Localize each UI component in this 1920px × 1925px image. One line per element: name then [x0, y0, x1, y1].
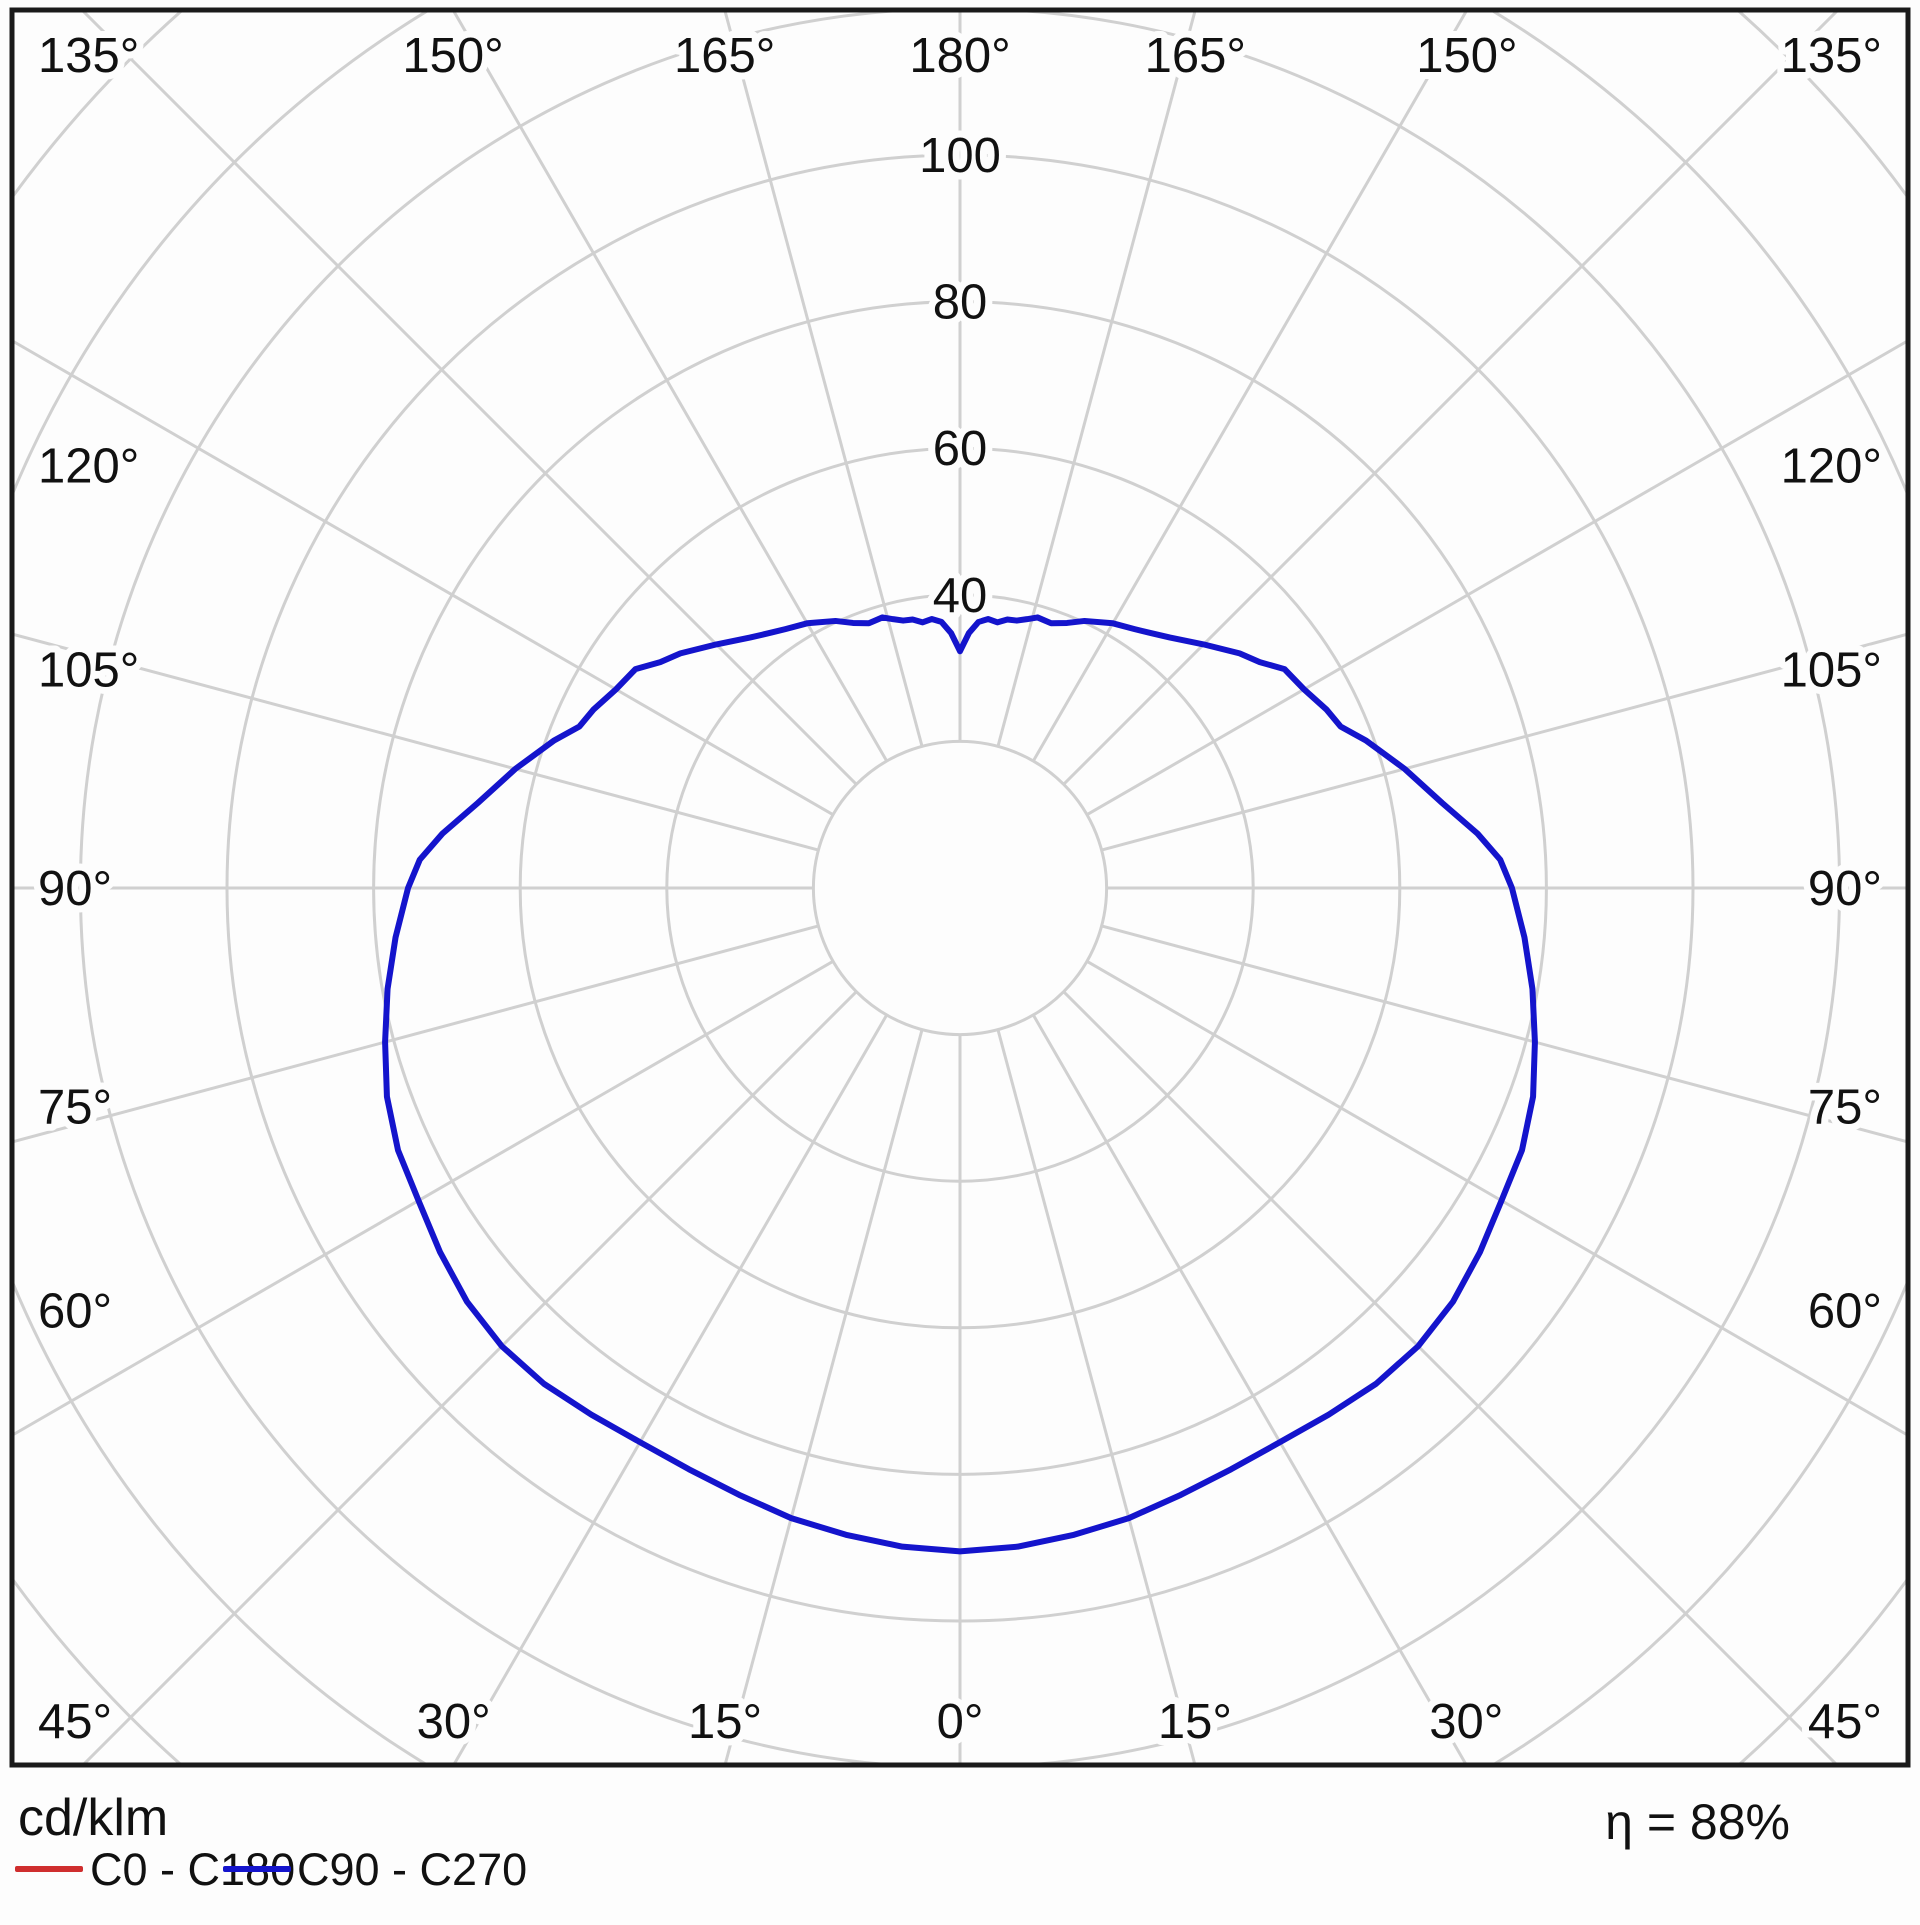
legend-label-c90-c270: C90 - C270 — [297, 1844, 528, 1895]
units-label: cd/klm — [18, 1789, 169, 1847]
svg-text:90°: 90° — [38, 862, 112, 916]
intensity-curves — [382, 614, 1538, 1555]
svg-text:150°: 150° — [402, 29, 503, 83]
chart-frame — [9, 7, 1911, 1768]
svg-text:60: 60 — [933, 422, 988, 476]
svg-text:165°: 165° — [1145, 29, 1246, 83]
svg-text:100: 100 — [919, 129, 1001, 183]
svg-text:15°: 15° — [1158, 1695, 1232, 1749]
legend-swatch-c0-c180 — [15, 1866, 83, 1872]
svg-text:60°: 60° — [1808, 1285, 1882, 1339]
svg-text:0°: 0° — [937, 1695, 984, 1749]
svg-text:90°: 90° — [1808, 862, 1882, 916]
svg-text:135°: 135° — [1781, 29, 1882, 83]
grid-labels: 40 60 80 100 150° 165° 180° 165° 150° 30° 15° 0° 15°… — [31, 22, 1889, 1756]
svg-text:75°: 75° — [38, 1081, 112, 1135]
svg-text:40: 40 — [933, 569, 988, 623]
svg-text:105°: 105° — [1781, 643, 1882, 697]
svg-text:150°: 150° — [1416, 29, 1517, 83]
svg-text:80: 80 — [933, 276, 988, 330]
svg-text:30°: 30° — [1429, 1695, 1503, 1749]
efficiency-label: η = 88% — [1605, 1794, 1790, 1850]
legend-swatch-c90-c270 — [223, 1866, 291, 1872]
svg-text:105°: 105° — [38, 643, 139, 697]
svg-text:165°: 165° — [674, 29, 775, 83]
svg-text:30°: 30° — [417, 1695, 491, 1749]
svg-text:75°: 75° — [1808, 1081, 1882, 1135]
svg-text:135°: 135° — [38, 29, 139, 83]
svg-text:15°: 15° — [688, 1695, 762, 1749]
svg-text:180°: 180° — [909, 29, 1010, 83]
curve-C90-C270 — [382, 614, 1538, 1555]
svg-text:45°: 45° — [38, 1695, 112, 1749]
svg-text:60°: 60° — [38, 1285, 112, 1339]
svg-text:120°: 120° — [38, 440, 139, 494]
svg-text:45°: 45° — [1808, 1695, 1882, 1749]
svg-text:120°: 120° — [1781, 440, 1882, 494]
